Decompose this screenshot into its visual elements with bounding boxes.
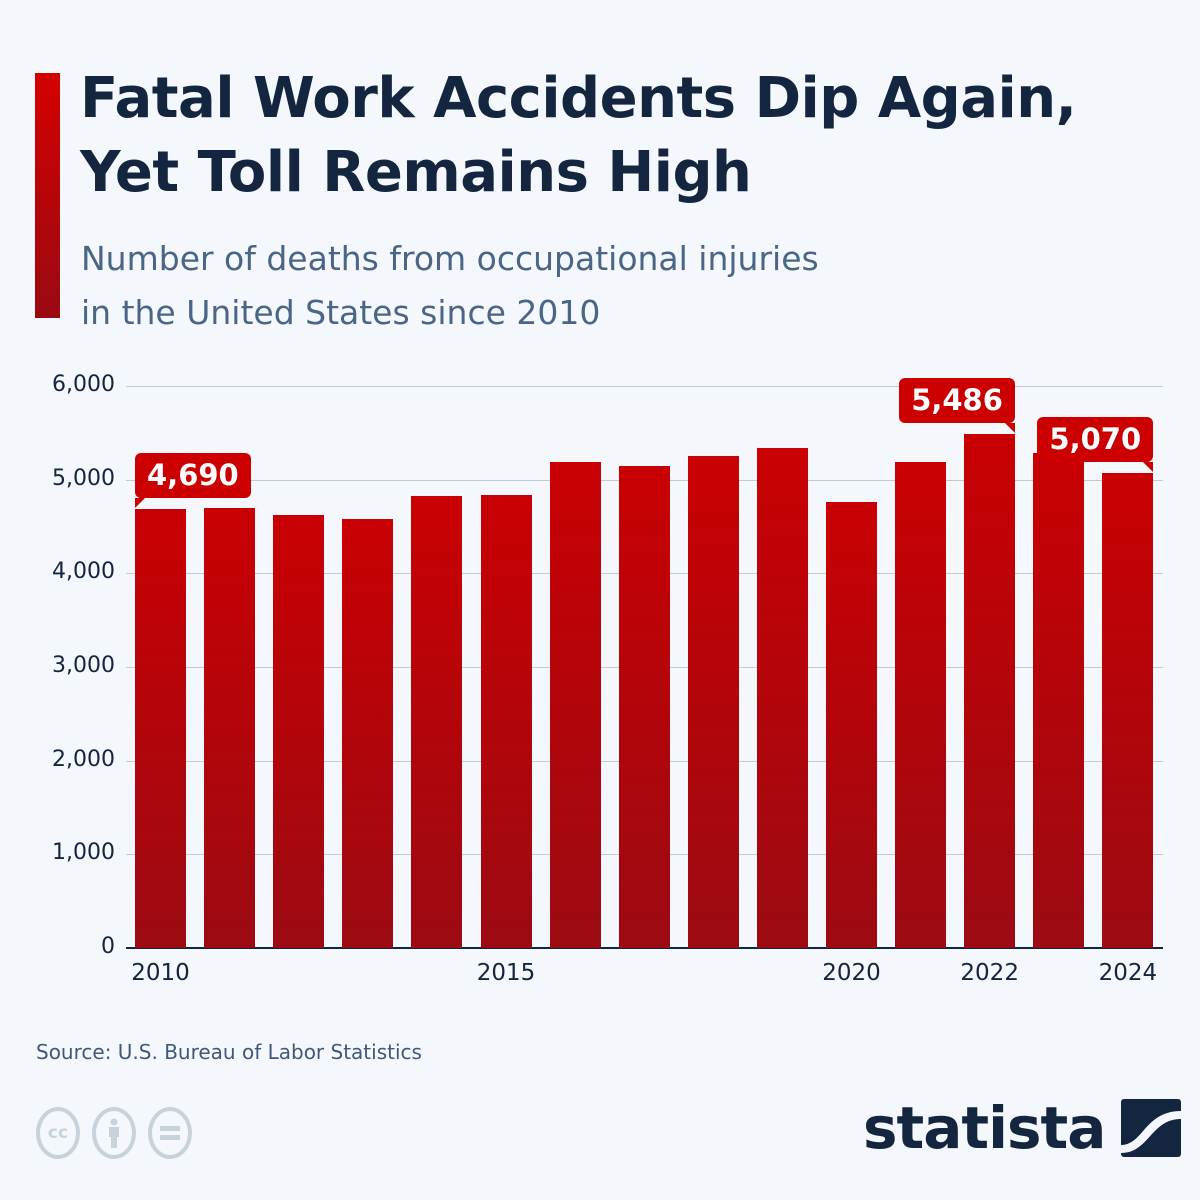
bar-2010[interactable] — [135, 508, 186, 948]
value-callout: 5,070 — [1037, 417, 1154, 473]
x-tick-label: 2015 — [476, 960, 536, 986]
bar-2024[interactable] — [1102, 473, 1154, 948]
bar-2016[interactable] — [549, 461, 601, 948]
equals-glyph — [160, 1126, 180, 1140]
accent-bar — [35, 73, 60, 318]
subtitle-line-1: Number of deaths from occupational injur… — [81, 239, 819, 278]
bar-2022[interactable] — [964, 434, 1016, 948]
gridline — [126, 386, 1163, 387]
bar-2014[interactable] — [411, 496, 463, 948]
y-tick-label: 2,000 — [52, 746, 115, 772]
title-line-2: Yet Toll Remains High — [80, 140, 752, 205]
bar-2021[interactable] — [895, 461, 947, 948]
license-icons: cc — [36, 1107, 192, 1159]
cc-label: cc — [47, 1123, 69, 1143]
bar-2020[interactable] — [826, 501, 877, 948]
source-note: Source: U.S. Bureau of Labor Statistics — [36, 1040, 422, 1064]
x-tick-label: 2024 — [1098, 960, 1158, 986]
statista-logo-icon — [1121, 1099, 1182, 1157]
y-tick-label: 5,000 — [52, 465, 115, 491]
attribution-icon[interactable] — [92, 1107, 136, 1159]
bar-2013[interactable] — [342, 518, 394, 948]
no-derivatives-icon[interactable] — [148, 1107, 192, 1159]
bar-2011[interactable] — [204, 508, 256, 948]
x-tick-label: 2010 — [131, 960, 190, 986]
bar-2015[interactable] — [480, 495, 532, 948]
value-callout: 5,486 — [899, 378, 1015, 434]
y-tick-label: 6,000 — [52, 372, 115, 397]
bar-chart: 0 1,000 2,000 3,000 4,000 5,000 6,000 2010 2015 2… — [52, 372, 1163, 986]
statista-logo[interactable]: statista — [863, 1094, 1182, 1162]
bar-2018[interactable] — [687, 456, 739, 948]
brand-wordmark: statista — [863, 1094, 1106, 1162]
subtitle-line-2: in the United States since 2010 — [81, 293, 601, 332]
chart-subtitle: Number of deaths from occupational injur… — [81, 232, 819, 340]
y-tick-label: 0 — [101, 934, 115, 959]
bar-2012[interactable] — [273, 514, 325, 948]
y-tick-label: 1,000 — [52, 840, 115, 866]
person-glyph — [109, 1118, 119, 1148]
x-axis-line — [126, 947, 1163, 949]
cc-icon[interactable]: cc — [36, 1107, 80, 1159]
title-line-1: Fatal Work Accidents Dip Again, — [80, 66, 1077, 131]
bar-2023[interactable] — [1033, 453, 1085, 948]
chart-title: Fatal Work Accidents Dip Again, Yet Toll… — [80, 62, 1077, 210]
bar-2017[interactable] — [618, 465, 670, 948]
value-callout: 4,690 — [135, 452, 251, 508]
bar-2019[interactable] — [756, 448, 808, 948]
y-tick-label: 3,000 — [52, 653, 115, 678]
x-tick-label: 2020 — [822, 960, 881, 986]
y-tick-label: 4,000 — [52, 559, 115, 585]
x-tick-label: 2022 — [960, 960, 1019, 986]
